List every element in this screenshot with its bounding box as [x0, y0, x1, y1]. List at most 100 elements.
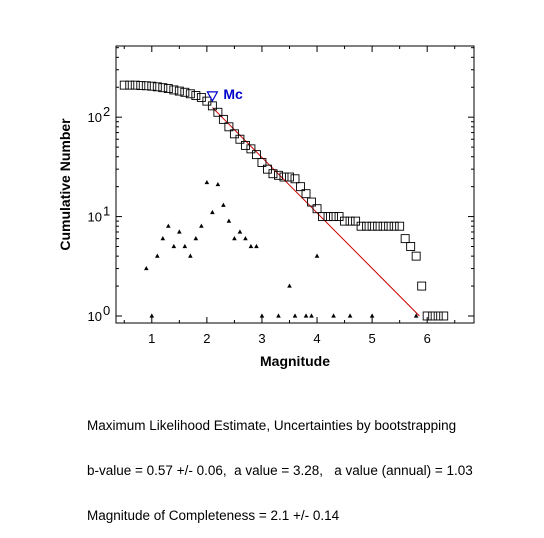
triangle-point — [210, 209, 215, 215]
square-point — [439, 311, 449, 321]
y-axis-title: Cumulative Number — [57, 118, 73, 251]
noncumulative-series — [143, 179, 419, 318]
square-point — [119, 80, 129, 90]
square-point — [362, 221, 372, 231]
square-point — [213, 107, 223, 117]
square-point — [174, 86, 184, 96]
square-point — [163, 84, 173, 94]
square-point — [395, 221, 405, 231]
triangle-point — [369, 313, 375, 318]
square-point — [125, 80, 135, 90]
triangle-point — [143, 265, 149, 271]
square-point — [229, 129, 239, 139]
square-point — [428, 311, 438, 321]
triangle-point — [199, 223, 204, 228]
square-point — [367, 221, 377, 231]
square-point — [356, 221, 366, 231]
triangle-point — [177, 229, 182, 234]
square-point — [351, 216, 361, 226]
triangle-point — [314, 253, 320, 258]
square-point — [136, 81, 146, 91]
square-point — [240, 140, 250, 150]
triangle-point — [259, 313, 265, 318]
triangle-point — [182, 243, 188, 249]
square-point — [307, 197, 316, 207]
square-point — [433, 311, 443, 321]
y-tick-label: 10 — [88, 110, 102, 125]
triangle-point — [331, 313, 336, 318]
square-point — [169, 85, 179, 95]
fit-line-group — [212, 107, 420, 317]
square-point — [417, 281, 427, 291]
triangle-point — [232, 236, 237, 241]
triangle-point — [254, 243, 259, 249]
square-point — [312, 204, 322, 214]
cumulative-series — [119, 80, 449, 321]
square-point — [218, 114, 228, 124]
mc-marker — [206, 91, 219, 103]
triangle-point — [149, 313, 155, 318]
x-tick-labels: 1 2 3 4 5 6 — [148, 331, 431, 346]
square-point — [274, 170, 283, 180]
square-point — [285, 172, 294, 182]
x-tick-label: 3 — [258, 331, 265, 346]
triangle-point — [204, 179, 210, 185]
square-point — [345, 216, 355, 226]
triangle-point — [226, 218, 232, 223]
y-tick-exponent: 0 — [103, 303, 110, 318]
square-point — [185, 89, 195, 99]
triangle-point — [237, 229, 243, 234]
triangle-point — [309, 313, 314, 318]
triangle-point — [248, 243, 254, 249]
square-point — [246, 144, 256, 154]
x-axis-title: Magnitude — [260, 353, 330, 369]
triangle-point — [287, 283, 292, 288]
square-point — [158, 83, 168, 93]
caption-line-1: Maximum Likelihood Estimate, Uncertainti… — [87, 418, 457, 433]
square-point — [301, 189, 311, 199]
square-point — [422, 311, 432, 321]
square-point — [373, 221, 383, 231]
triangle-point — [303, 313, 309, 318]
x-tick-label: 1 — [148, 331, 155, 346]
x-tick-label: 2 — [203, 331, 210, 346]
square-point — [296, 182, 305, 192]
y-tick-exponent: 2 — [103, 104, 110, 119]
y-tick-label: 10 — [88, 210, 102, 225]
triangle-point — [221, 202, 226, 207]
triangle-point — [243, 236, 248, 241]
square-point — [147, 81, 157, 91]
square-point — [400, 234, 410, 244]
triangle-point — [215, 181, 221, 187]
square-point — [257, 158, 267, 167]
square-point — [290, 174, 300, 184]
square-point — [340, 216, 350, 226]
triangle-point — [188, 253, 193, 258]
square-point — [323, 212, 333, 222]
fit-line — [212, 107, 420, 317]
caption-line-2: b-value = 0.57 +/- 0.06, a value = 3.28,… — [87, 463, 473, 478]
square-point — [130, 80, 140, 90]
triangle-point — [155, 253, 160, 258]
mc-marker-group: Mc — [206, 86, 243, 103]
triangle-point — [166, 223, 171, 228]
triangle-point — [193, 236, 199, 241]
square-point — [224, 122, 234, 132]
plot-frame — [115, 45, 475, 324]
square-point — [268, 169, 278, 179]
x-tick-label: 4 — [313, 331, 320, 346]
square-point — [141, 81, 151, 91]
square-point — [389, 221, 399, 231]
square-point — [279, 172, 289, 182]
square-point — [263, 164, 272, 174]
triangle-point — [171, 243, 177, 249]
square-point — [251, 150, 261, 160]
square-point — [378, 221, 388, 231]
square-point — [180, 87, 190, 97]
triangle-point — [347, 313, 353, 318]
square-point — [406, 242, 416, 251]
triangle-point — [413, 313, 419, 318]
square-point — [384, 221, 394, 231]
mc-label: Mc — [223, 86, 243, 102]
